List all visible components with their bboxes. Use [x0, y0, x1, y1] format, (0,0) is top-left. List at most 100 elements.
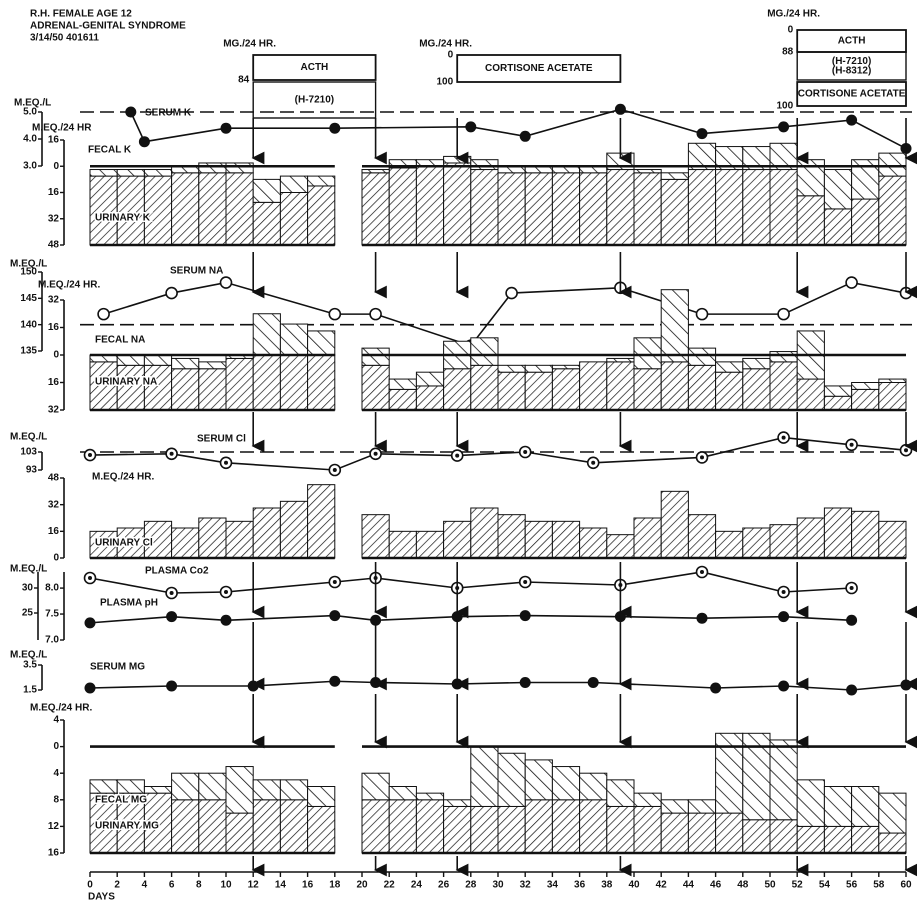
balance-bar [715, 812, 744, 854]
balance-bar [551, 364, 581, 370]
dose-tick-label: 100 [777, 101, 794, 112]
balance-bar [769, 819, 798, 854]
y-tick-label: 150 [20, 267, 37, 278]
balance-bar [579, 172, 608, 246]
data-point [777, 307, 790, 321]
series-label: URINARY Cl [95, 538, 153, 549]
x-tick-label: 34 [547, 880, 559, 891]
series-label: URINARY K [95, 213, 151, 224]
balance-bar [823, 395, 853, 411]
balance-bar [443, 799, 472, 807]
x-tick-label: 58 [873, 880, 885, 891]
balance-bar [143, 364, 173, 411]
marker-core [224, 590, 228, 594]
balance-bar [579, 799, 608, 854]
balance-bar [660, 799, 689, 814]
balance-bar [606, 169, 635, 246]
balance-bar [116, 175, 145, 246]
x-tick-label: 50 [764, 880, 776, 891]
balance-bar [878, 520, 907, 559]
y-tick-label: 30 [22, 583, 34, 594]
x-tick-label: 16 [302, 880, 314, 891]
y-tick-label: 135 [20, 346, 37, 357]
y-tick-label: 7.0 [45, 635, 59, 646]
series-label: PLASMA Co2 [145, 566, 209, 577]
balance-bar [851, 786, 880, 827]
data-point [778, 121, 790, 133]
balance-bar [252, 313, 281, 356]
y-tick-label: 3.0 [23, 161, 37, 172]
y-axis-label: M.EQ./24 HR. [92, 472, 154, 483]
balance-bar [769, 169, 798, 246]
balance-bar [742, 819, 771, 854]
marker-core [781, 435, 786, 440]
data-point [695, 307, 709, 321]
balance-bar [878, 378, 907, 383]
series-label: URINARY NA [95, 377, 157, 388]
marker-core [332, 580, 337, 584]
dose-tick-label: 0 [788, 25, 794, 36]
balance-bar [143, 786, 173, 794]
data-point [138, 136, 150, 148]
data-point [329, 122, 341, 134]
balance-bar [279, 779, 309, 801]
dose-tick-label: 100 [437, 77, 454, 88]
marker-core [88, 576, 92, 580]
x-tick-label: 56 [846, 880, 858, 891]
x-tick-label: 36 [574, 880, 586, 891]
data-point [519, 677, 531, 688]
balance-bar [470, 337, 499, 366]
balance-bar [279, 175, 309, 193]
balance-bar [633, 172, 662, 246]
balance-bar [687, 169, 717, 246]
y-tick-label: 7.5 [45, 609, 59, 620]
balance-bar [252, 799, 281, 854]
balance-bar [551, 766, 581, 801]
data-point [614, 611, 626, 623]
balance-bar [225, 520, 254, 559]
balance-bar [89, 530, 118, 559]
balance-bar [415, 385, 445, 411]
series-line [103, 281, 907, 347]
series-label: SERUM Cl [197, 434, 246, 445]
data-point [846, 684, 858, 696]
series-label: URINARY MG [95, 821, 159, 832]
balance-bar [497, 514, 526, 559]
data-point [328, 307, 342, 321]
balance-bar [878, 792, 907, 834]
balance-bar [823, 825, 853, 854]
balance-bar [279, 799, 309, 854]
balance-bar [497, 371, 526, 411]
y-axis-label: M.EQ./24 HR [32, 123, 92, 134]
balance-bar [307, 805, 336, 854]
x-tick-label: 54 [819, 880, 831, 891]
balance-bar [361, 799, 390, 854]
y-axis-label: M.EQ./24 HR. [30, 703, 92, 714]
y-tick-label: 12 [48, 821, 60, 832]
marker-core [523, 580, 528, 584]
balance-bar [796, 195, 825, 246]
balance-bar [116, 354, 145, 366]
balance-bar [823, 786, 853, 827]
balance-bar [171, 172, 200, 246]
series-label: FECAL K [88, 145, 132, 156]
data-point [84, 682, 96, 694]
treatment-name: ACTH [301, 62, 329, 73]
balance-bar [742, 169, 771, 246]
y-tick-label: 3.5 [23, 660, 37, 671]
x-tick-label: 60 [900, 880, 912, 891]
data-point [166, 680, 178, 692]
x-tick-label: 0 [87, 880, 93, 891]
balance-bar [851, 510, 880, 559]
marker-core [904, 448, 908, 453]
x-tick-label: 52 [792, 880, 804, 891]
balance-bar [307, 786, 336, 807]
dose-box [252, 54, 377, 81]
balance-bar [143, 520, 173, 559]
marker-core [169, 451, 174, 456]
x-tick-label: 4 [142, 880, 148, 891]
balance-bar [497, 805, 526, 854]
dose-box [456, 54, 622, 83]
balance-bar [307, 354, 336, 411]
